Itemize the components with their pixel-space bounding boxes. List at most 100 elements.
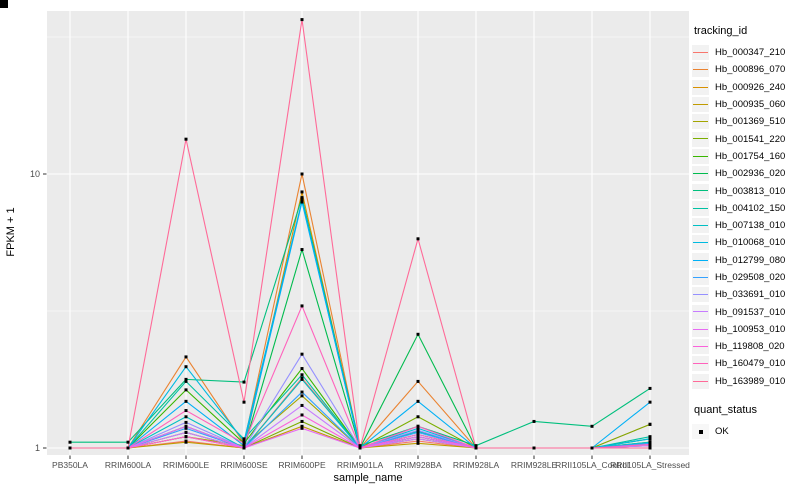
data-point [300,394,304,398]
data-point [358,444,362,448]
legend: tracking_id Hb_000347_210 Hb_000896_070 Hb… [692,25,798,450]
legend-title-quant-status: quant_status [694,403,757,416]
legend-key-line-swatch [692,45,709,61]
legend-key-line-swatch [692,114,709,130]
legend-item: Hb_160479_010 [692,355,798,372]
legend-item: Hb_003813_010 [692,182,798,199]
data-point [532,446,536,450]
data-point [416,433,420,437]
data-point [242,441,246,445]
data-point [184,399,188,403]
data-point [300,367,304,371]
data-point [300,172,304,176]
x-tick-label: RRIM600LA [105,460,152,470]
x-tick-label: RRIM600SE [220,460,268,470]
legend-item-label: Hb_119808_020 [715,341,785,353]
legend-item: OK [692,423,798,440]
series-color-line-icon [693,190,708,192]
series-color-line-icon [693,380,708,382]
data-point [184,365,188,369]
data-point [300,373,304,377]
series-color-line-icon [693,328,708,330]
data-point [126,440,130,444]
x-tick-label: RRII105LA_Stressed [610,460,690,470]
series-color-line-icon [693,69,708,71]
data-point [648,446,652,450]
y-tick-label: 1 [35,443,40,453]
data-point [184,137,188,141]
x-tick-label: RRIM928BA [394,460,442,470]
data-point [184,424,188,428]
legend-key-line-swatch [692,218,709,234]
data-point [300,413,304,417]
data-point [300,190,304,194]
legend-item: Hb_100953_010 [692,321,798,338]
data-point [416,437,420,441]
legend-key-line-swatch [692,252,709,268]
x-tick-label: PB350LA [52,460,88,470]
data-point [184,409,188,413]
legend-key-line-swatch [692,339,709,355]
legend-item-label: Hb_012799_080 [715,254,786,266]
data-point [416,332,420,336]
data-point [242,400,246,404]
legend-item-label: Hb_033691_010 [715,289,786,301]
series-color-line-icon [693,121,708,123]
legend-item: Hb_119808_020 [692,338,798,355]
legend-key-line-swatch [692,131,709,147]
data-point [648,422,652,426]
data-point [416,430,420,434]
data-point [184,440,188,444]
legend-item: Hb_001541_220 [692,130,798,147]
data-point [242,444,246,448]
legend-key-line-swatch [692,97,709,113]
x-tick-label: RRIM600LE [163,460,210,470]
data-point [184,377,188,381]
data-point [416,237,420,241]
data-point [648,386,652,390]
legend-item-label: Hb_002936_020 [715,168,786,180]
data-point [184,388,188,392]
data-point [300,304,304,308]
data-point [300,426,304,430]
legend-item-label: Hb_007138_010 [715,220,786,232]
series-color-line-icon [693,173,708,175]
legend-item: Hb_091537_010 [692,303,798,320]
legend-item-label: Hb_001541_220 [715,133,786,145]
series-color-line-icon [693,311,708,313]
series-color-line-icon [693,224,708,226]
data-point [474,444,478,448]
data-point [300,248,304,252]
legend-item: Hb_000935_060 [692,96,798,113]
legend-item: Hb_010068_010 [692,234,798,251]
data-point [416,399,420,403]
legend-key-line-swatch [692,148,709,164]
series-color-line-icon [693,259,708,261]
legend-item-label: Hb_160479_010 [715,358,786,370]
legend-item-label: Hb_163989_010 [715,375,786,387]
legend-item-label: Hb_001369_510 [715,116,786,128]
data-point [648,435,652,439]
series-color-line-icon [693,242,708,244]
data-point [300,424,304,428]
legend-item: Hb_000347_210 [692,44,798,61]
legend-item-label: Hb_010068_010 [715,237,786,249]
data-point [300,196,304,200]
data-point [300,390,304,394]
data-point [532,419,536,423]
data-point [648,437,652,441]
legend-key-line-swatch [692,183,709,199]
data-point [68,440,72,444]
legend-item-label: Hb_000935_060 [715,99,786,111]
data-point [416,441,420,445]
legend-key-line-swatch [692,62,709,78]
legend-key-line-swatch [692,200,709,216]
x-tick-label: RRIM928LA [453,460,500,470]
data-point [416,435,420,439]
data-point [184,435,188,439]
data-point [184,415,188,419]
data-point [242,437,246,441]
quant-status-legend-items: OK [692,423,798,440]
legend-key-line-swatch [692,304,709,320]
data-point [416,379,420,383]
